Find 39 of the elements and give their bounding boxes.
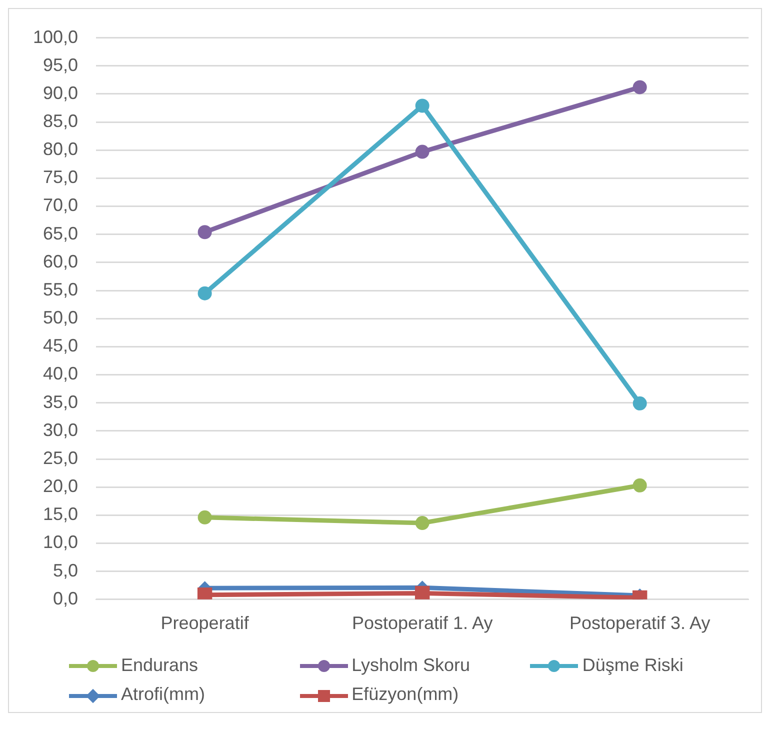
y-tick-label: 90,0 [42, 82, 78, 103]
y-tick-label: 50,0 [42, 308, 78, 328]
y-tick-label: 40,0 [42, 364, 78, 384]
x-tick-label: Preoperatif [160, 613, 250, 634]
point [198, 286, 212, 300]
point [198, 225, 212, 240]
point [632, 478, 647, 492]
point [415, 98, 430, 113]
y-tick-label: 70,0 [42, 195, 78, 216]
y-tick-label: 10,0 [42, 532, 78, 552]
y-tick-label: 60,0 [42, 251, 78, 272]
y-tick-label: 15,0 [42, 504, 78, 524]
y-tick-label: 85,0 [42, 111, 78, 132]
y-tick-label: 95,0 [42, 54, 78, 75]
legend-label: Efüzyon(mm) [352, 684, 459, 704]
y-tick-label: 100,0 [32, 26, 78, 47]
y-tick-label: 75,0 [42, 167, 78, 188]
legend-label: Atrofi(mm) [121, 684, 205, 704]
y-tick-label: 45,0 [42, 336, 78, 356]
y-tick-label: 5,0 [53, 560, 78, 580]
y-tick-label: 55,0 [42, 279, 78, 300]
y-tick-label: 25,0 [42, 448, 78, 468]
x-tick-label: Postoperatif 3. Ay [569, 613, 710, 634]
legend-label: Lysholm Skoru [352, 655, 470, 675]
point [415, 144, 430, 159]
x-tick-label: Postoperatif 1. Ay [352, 613, 493, 634]
y-tick-label: 80,0 [42, 139, 78, 160]
point [632, 396, 647, 410]
point [414, 586, 430, 600]
y-tick-label: 20,0 [42, 476, 78, 496]
point [632, 80, 647, 94]
y-tick-label: 35,0 [42, 392, 78, 412]
point [415, 516, 430, 530]
y-tick-label: 0,0 [53, 588, 78, 608]
point [198, 510, 212, 524]
y-tick-label: 30,0 [42, 420, 78, 440]
legend-label: Düşme Riski [582, 655, 684, 675]
legend-label: Endurans [121, 655, 198, 675]
y-tick-label: 65,0 [42, 223, 78, 244]
